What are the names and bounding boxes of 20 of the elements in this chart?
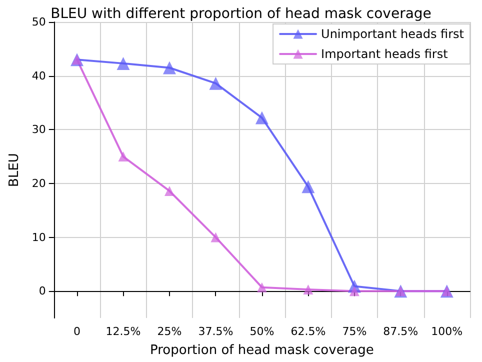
y-tick-label: 10 — [32, 230, 46, 244]
legend-label: Important heads first — [321, 47, 448, 61]
y-tick-label: 0 — [38, 284, 46, 298]
y-tick-label: 50 — [32, 16, 46, 28]
x-tick-label: 37.5% — [198, 325, 234, 338]
x-tick-label: 0 — [74, 325, 81, 338]
y-tick-label: 40 — [32, 69, 46, 82]
y-axis-title: BLEU — [7, 153, 22, 187]
x-tick-label: 25% — [157, 325, 182, 338]
x-axis-title: Proportion of head mask coverage — [150, 343, 374, 358]
x-tick-label: 12.5% — [106, 325, 141, 338]
x-tick-label: 50% — [250, 325, 274, 338]
x-tick-label: 62.5% — [290, 325, 326, 338]
legend-label: Unimportant heads first — [321, 27, 464, 41]
x-tick-label: 75% — [342, 325, 367, 338]
y-tick-label: 30 — [32, 123, 46, 136]
x-tick-label: 100% — [431, 325, 463, 338]
x-tick-label: 87.5% — [383, 325, 418, 338]
chart-title: BLEU with different proportion of head mask coverage — [50, 6, 432, 22]
y-tick-label: 20 — [32, 176, 46, 190]
